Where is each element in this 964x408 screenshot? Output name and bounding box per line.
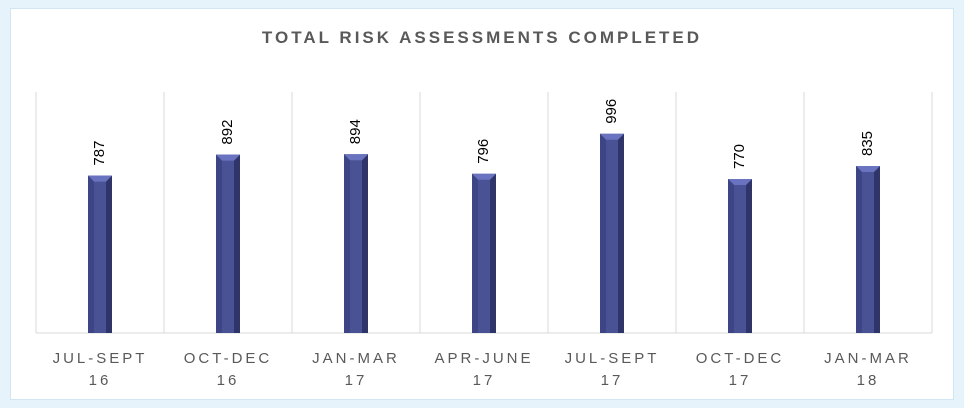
value-label: 894	[347, 119, 364, 144]
value-label: 892	[219, 120, 236, 145]
chart-title: TOTAL RISK ASSESSMENTS COMPLETED	[261, 28, 703, 47]
bar	[216, 154, 240, 333]
bar	[344, 154, 368, 333]
x-tick-label: JAN-MAR 18	[824, 350, 912, 389]
x-tick-label: OCT-DEC 16	[183, 350, 273, 389]
x-tick-label: JAN-MAR 17	[312, 350, 400, 389]
x-tick-label: JUL-SEPT 16	[52, 350, 148, 389]
bar	[728, 179, 752, 333]
value-label: 796	[475, 139, 492, 164]
value-label: 996	[603, 99, 620, 124]
x-tick-label: OCT-DEC 17	[695, 350, 785, 389]
x-tick-label: JUL-SEPT 17	[564, 350, 660, 389]
bar	[88, 175, 112, 333]
bar	[856, 166, 880, 333]
value-label: 835	[859, 131, 876, 156]
bar	[600, 133, 624, 333]
x-tick-label: APR-JUNE 17	[434, 350, 534, 389]
value-label: 787	[91, 141, 108, 166]
value-label: 770	[731, 144, 748, 169]
bar	[472, 173, 496, 333]
